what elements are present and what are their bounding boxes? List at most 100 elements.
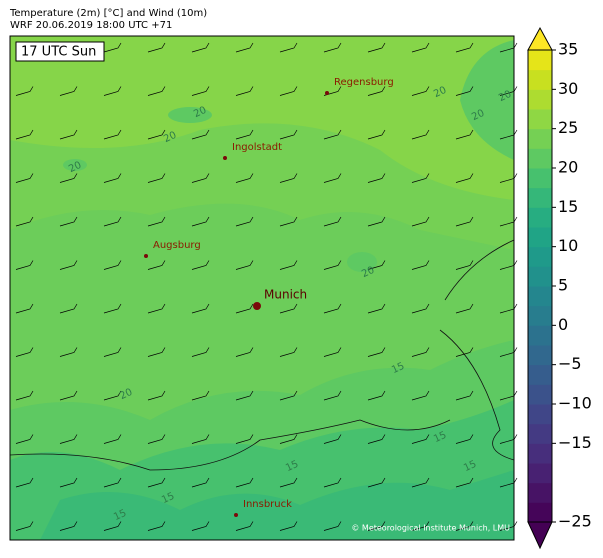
city-dot	[144, 254, 148, 258]
wind-barb	[323, 129, 342, 140]
contour-label: 15	[462, 459, 478, 474]
wind-barb	[411, 521, 430, 531]
wind-barb	[59, 129, 78, 140]
contour-label: 15	[432, 430, 448, 445]
city-dot	[223, 156, 227, 160]
wind-barb	[323, 434, 342, 444]
wind-barb	[279, 303, 298, 314]
wind-barb	[367, 303, 386, 314]
wind-barb	[411, 86, 430, 96]
wind-barb	[235, 347, 254, 357]
wind-barb	[235, 216, 254, 227]
colorbar-band	[528, 148, 552, 169]
colorbar-band	[528, 187, 552, 208]
colorbar-band	[528, 463, 552, 484]
wind-barb	[279, 434, 298, 444]
contour-label: 20	[118, 387, 134, 402]
wind-barb	[147, 390, 166, 401]
colorbar-band	[528, 286, 552, 307]
wind-barb	[279, 216, 298, 227]
city-dot	[253, 302, 261, 310]
wind-barb	[455, 521, 474, 531]
wind-barb	[455, 86, 474, 96]
contour-label: 15	[284, 459, 300, 474]
wind-barb	[191, 347, 210, 357]
wind-barb	[103, 86, 122, 96]
colorbar-tick-label: 30	[558, 79, 578, 98]
wind-barb	[103, 303, 122, 314]
wind-barb	[191, 129, 210, 140]
time-label: 17 UTC Sun	[21, 45, 96, 60]
wind-barb	[59, 173, 78, 183]
wind-barb	[323, 216, 342, 227]
wind-barb	[103, 477, 122, 488]
subtitle: WRF 20.06.2019 18:00 UTC +71	[10, 20, 172, 31]
wind-barb	[323, 477, 342, 488]
wind-barb	[191, 477, 210, 488]
wind-barb	[279, 173, 298, 183]
wind-barb	[367, 173, 386, 183]
wind-barb	[367, 260, 386, 270]
colorbar-under	[527, 521, 553, 550]
wind-barb	[59, 216, 78, 227]
colorbar-band	[528, 404, 552, 425]
wind-barb	[411, 347, 430, 357]
wind-barb	[411, 129, 430, 140]
wind-barb	[191, 260, 210, 270]
colorbar-tick-label: −15	[558, 433, 592, 452]
wind-barb	[235, 303, 254, 314]
colorbar-band	[528, 502, 552, 523]
wind-barb	[15, 216, 34, 227]
wind-barb	[15, 477, 34, 488]
wind-barb	[15, 303, 34, 314]
wind-barb	[279, 347, 298, 357]
city-dot	[234, 513, 238, 517]
wind-barb	[191, 42, 210, 53]
colorbar-band	[528, 207, 552, 228]
wind-barb	[15, 347, 34, 357]
wind-barb	[279, 521, 298, 531]
wind-barb	[411, 173, 430, 183]
map-frame	[9, 35, 515, 541]
colorbar-band	[528, 325, 552, 346]
wind-barb	[103, 129, 122, 140]
wind-barb	[191, 390, 210, 401]
wind-barb	[367, 434, 386, 444]
wind-barb	[367, 390, 386, 401]
wind-barb	[59, 303, 78, 314]
wind-barb	[147, 42, 166, 53]
colorbar-band	[528, 384, 552, 405]
contour-label: 20	[470, 108, 486, 123]
wind-barb	[15, 521, 34, 531]
colorbar-tick-label: 15	[558, 197, 578, 216]
colorbar-band	[528, 128, 552, 149]
wind-barb	[235, 390, 254, 401]
time-box	[15, 41, 105, 62]
wind-barb	[323, 347, 342, 357]
wind-barb	[15, 86, 34, 96]
wind-barb	[411, 303, 430, 314]
credit: © Meteorological Institute Munich, LMU	[351, 524, 510, 533]
wind-barb	[455, 477, 474, 488]
wind-barb	[147, 173, 166, 183]
wind-barb	[191, 216, 210, 227]
city-label: Augsburg	[153, 240, 201, 251]
colorbar-tick-label: 20	[558, 158, 578, 177]
colorbar-tick-label: −5	[558, 354, 582, 373]
wind-barb	[323, 173, 342, 183]
wind-barb	[367, 347, 386, 357]
wind-barb	[191, 303, 210, 314]
wind-barb	[59, 521, 78, 531]
wind-barb	[15, 434, 34, 444]
wind-barb	[235, 129, 254, 140]
colorbar-tick-label: 35	[558, 40, 578, 59]
wind-barb	[15, 260, 34, 270]
contour-label: 20	[360, 265, 376, 280]
colorbar: −25 −15 −10 −5 0 5 10 15 20 25 30 35	[527, 26, 592, 550]
wind-barb	[191, 86, 210, 96]
wind-barb	[59, 260, 78, 270]
colorbar-tick-label: −25	[558, 512, 592, 531]
wind-barb	[323, 86, 342, 96]
colorbar-band	[528, 443, 552, 464]
